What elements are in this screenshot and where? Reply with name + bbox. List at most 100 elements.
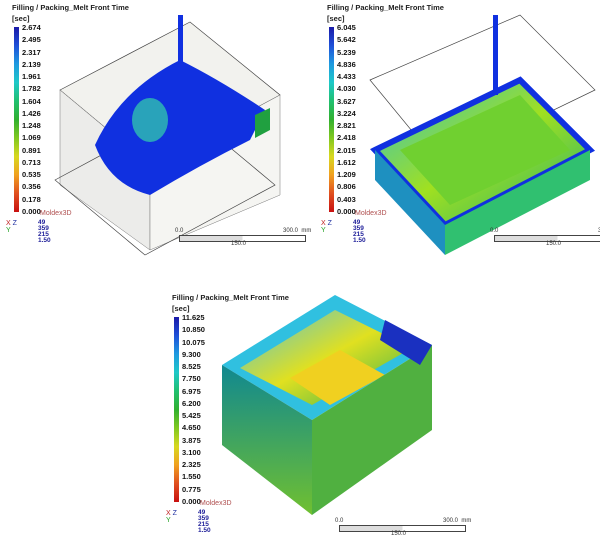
legend-tick: 5.425 xyxy=(182,411,201,421)
legend-tick: 1.604 xyxy=(22,96,41,106)
legend-tick: 5.239 xyxy=(337,47,356,57)
scale-mid: 150.0 xyxy=(546,241,562,247)
axis-z: Z xyxy=(12,220,17,227)
legend-tick: 2.821 xyxy=(337,121,356,131)
axis-z: Z xyxy=(327,220,332,227)
scale-mid: 150.0 xyxy=(231,241,247,247)
legend-ticks: 2.674 2.495 2.317 2.139 1.961 1.782 1.604 1.426… xyxy=(22,24,41,216)
orientation-readout: 49 359 215 1.50 xyxy=(198,509,211,534)
part-view-3[interactable] xyxy=(222,295,432,515)
axis-z: Z xyxy=(172,510,177,517)
scale-mid: 150.0 xyxy=(391,531,407,537)
legend-tick: 2.418 xyxy=(337,133,356,143)
legend-tick: 0.000 xyxy=(182,496,201,506)
part-view-2[interactable] xyxy=(369,14,596,255)
legend-tick: 6.045 xyxy=(337,23,356,32)
legend-tick: 2.015 xyxy=(337,145,356,155)
color-legend-bar xyxy=(14,27,19,212)
orientation-value: 215 xyxy=(38,231,49,238)
axis-x: X xyxy=(321,220,326,227)
orientation-value: 49 xyxy=(353,219,361,226)
legend-tick: 4.836 xyxy=(337,59,356,69)
legend-tick: 1.782 xyxy=(22,84,41,94)
legend-tick: 2.495 xyxy=(22,35,41,45)
axis-y: Y xyxy=(166,517,171,524)
legend-tick: 0.535 xyxy=(22,170,41,180)
orientation-value: 359 xyxy=(198,515,209,522)
legend-tick: 1.550 xyxy=(182,472,201,482)
model-views xyxy=(54,14,596,515)
orientation-value: 359 xyxy=(38,225,49,232)
legend-tick: 2.139 xyxy=(22,59,41,69)
orientation-value: 1.50 xyxy=(38,237,51,244)
scale-end: 300.0 xyxy=(283,228,299,234)
moldex3d-logo: Moldex3D xyxy=(355,210,387,217)
scale-unit: mm xyxy=(461,518,472,524)
legend-tick: 1.426 xyxy=(22,108,41,118)
result-panel-1: Filling / Packing_Melt Front Time [sec] … xyxy=(0,0,311,260)
orientation-value: 215 xyxy=(353,231,364,238)
color-legend-bar xyxy=(174,317,179,502)
legend-tick: 6.200 xyxy=(182,398,201,408)
part-view-1[interactable] xyxy=(54,15,281,256)
axis-x: X xyxy=(166,510,171,517)
result-panel-3: Filling / Packing_Melt Front Time [sec] … xyxy=(160,290,471,550)
legend-tick: 0.356 xyxy=(22,182,41,192)
legend-tick: 9.300 xyxy=(182,349,201,359)
legend-tick: 0.713 xyxy=(22,157,41,167)
moldex3d-logo: Moldex3D xyxy=(200,500,232,507)
orientation-value: 359 xyxy=(353,225,364,232)
orientation-readout: 49 359 215 1.50 xyxy=(353,219,366,244)
legend-tick: 1.069 xyxy=(22,133,41,143)
scale-start: 0.0 xyxy=(490,228,499,234)
scale-unit: mm xyxy=(301,228,312,234)
legend-tick: 2.317 xyxy=(22,47,41,57)
legend-tick: 1.209 xyxy=(337,170,356,180)
legend-tick: 1.248 xyxy=(22,121,41,131)
legend-tick: 4.433 xyxy=(337,72,356,82)
unit-label: [sec] xyxy=(12,14,30,23)
legend-tick: 2.674 xyxy=(22,23,41,32)
unit-label: [sec] xyxy=(172,304,190,313)
orientation-readout: 49 359 215 1.50 xyxy=(38,219,51,244)
legend-tick: 0.403 xyxy=(337,194,356,204)
legend-tick: 3.100 xyxy=(182,447,201,457)
legend-tick: 10.075 xyxy=(182,337,205,347)
result-title: Filling / Packing_Melt Front Time xyxy=(12,3,129,12)
orientation-value: 1.50 xyxy=(198,527,211,534)
result-title: Filling / Packing_Melt Front Time xyxy=(172,293,289,302)
legend-tick: 11.625 xyxy=(182,313,205,322)
legend-tick: 7.750 xyxy=(182,374,201,384)
scale-end: 300.0 xyxy=(443,518,459,524)
scale-start: 0.0 xyxy=(175,228,184,234)
axis-x: X xyxy=(6,220,11,227)
legend-tick: 3.875 xyxy=(182,435,201,445)
legend-tick: 0.000 xyxy=(22,206,41,216)
scale-start: 0.0 xyxy=(335,518,344,524)
unit-label: [sec] xyxy=(327,14,345,23)
orientation-value: 1.50 xyxy=(353,237,366,244)
legend-tick: 0.891 xyxy=(22,145,41,155)
result-panel-2: Filling / Packing_Melt Front Time [sec] … xyxy=(315,0,600,260)
orientation-value: 49 xyxy=(38,219,46,226)
legend-tick: 4.030 xyxy=(337,84,356,94)
legend-tick: 4.650 xyxy=(182,423,201,433)
axis-y: Y xyxy=(6,227,11,234)
legend-ticks: 11.625 10.850 10.075 9.300 8.525 7.750 6.975 6.… xyxy=(182,314,205,506)
legend-tick: 0.806 xyxy=(337,182,356,192)
moldex3d-logo: Moldex3D xyxy=(40,210,72,217)
legend-tick: 5.642 xyxy=(337,35,356,45)
orientation-value: 49 xyxy=(198,509,206,516)
legend-tick: 1.612 xyxy=(337,157,356,167)
color-legend-bar xyxy=(329,27,334,212)
orientation-value: 215 xyxy=(198,521,209,528)
legend-tick: 1.961 xyxy=(22,72,41,82)
legend-tick: 8.525 xyxy=(182,362,201,372)
legend-ticks: 6.045 5.642 5.239 4.836 4.433 4.030 3.627 3.224… xyxy=(337,24,356,216)
scale-end: 300.0 xyxy=(598,228,600,234)
legend-tick: 3.224 xyxy=(337,108,356,118)
legend-tick: 0.178 xyxy=(22,194,41,204)
legend-tick: 0.000 xyxy=(337,206,356,216)
